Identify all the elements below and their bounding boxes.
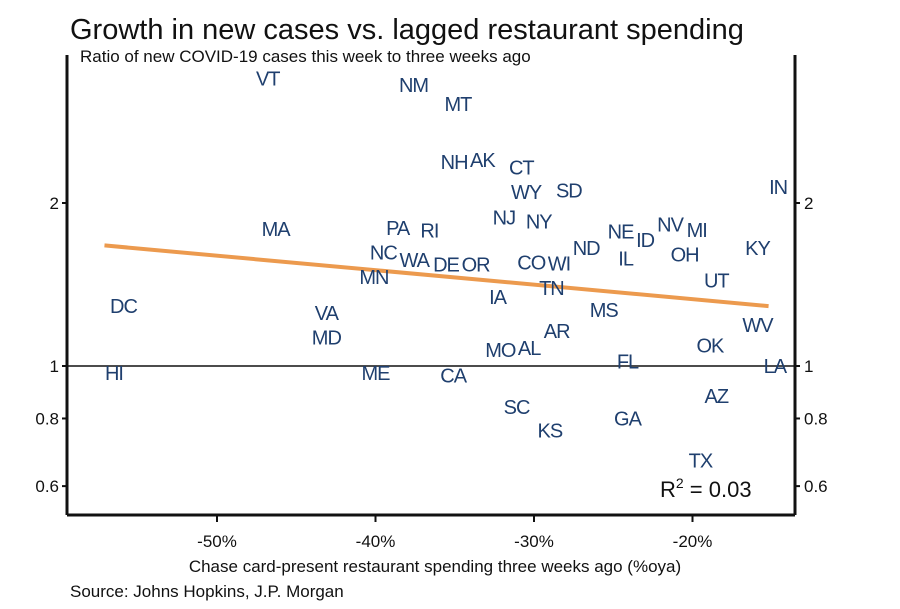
y-tick-label-left: 1 <box>50 357 59 376</box>
trend-line <box>104 243 769 309</box>
point-label-ca: CA <box>440 366 467 388</box>
point-label-or: OR <box>462 254 491 276</box>
point-label-ga: GA <box>614 408 643 430</box>
point-label-tn: TN <box>539 278 564 300</box>
point-label-wa: WA <box>399 250 430 272</box>
x-axis-label: Chase card-present restaurant spending t… <box>189 557 681 576</box>
point-label-al: AL <box>518 338 541 360</box>
y-tick-label-right: 0.8 <box>804 409 828 428</box>
y-tick-label-left: 0.6 <box>35 477 59 496</box>
x-tick-label: -30% <box>514 532 554 551</box>
point-label-sd: SD <box>556 180 582 202</box>
y-tick-label-left: 2 <box>50 194 59 213</box>
y-tick-label-right: 0.6 <box>804 477 828 496</box>
point-label-nj: NJ <box>493 208 515 230</box>
point-label-ut: UT <box>704 270 729 292</box>
point-label-in: IN <box>769 177 787 199</box>
y-tick-label-right: 2 <box>804 194 813 213</box>
point-label-oh: OH <box>671 245 699 267</box>
point-label-la: LA <box>764 356 788 378</box>
point-label-mo: MO <box>485 340 516 362</box>
point-label-id: ID <box>636 230 655 252</box>
r-sup: 2 <box>676 475 684 491</box>
point-label-mt: MT <box>444 94 472 116</box>
point-label-nv: NV <box>657 214 684 236</box>
chart-subtitle: Ratio of new COVID-19 cases this week to… <box>80 47 531 66</box>
point-label-dc: DC <box>110 296 137 318</box>
point-label-ri: RI <box>420 220 438 242</box>
y-tick-label-left: 0.8 <box>35 409 59 428</box>
r-squared-annotation: R2 = 0.03 <box>660 475 752 502</box>
point-label-az: AZ <box>704 386 728 408</box>
point-label-va: VA <box>315 303 340 325</box>
point-label-me: ME <box>362 363 391 385</box>
axes: -50% -40% -30% -20% 0.6 0.6 0.8 0.8 1 1 2 2 <box>35 55 828 551</box>
point-label-ct: CT <box>509 157 534 179</box>
source-note: Source: Johns Hopkins, J.P. Morgan <box>70 582 344 601</box>
r-label: R <box>660 477 676 502</box>
y-tick-label-right: 1 <box>804 357 813 376</box>
chart-title: Growth in new cases vs. lagged restauran… <box>70 14 744 46</box>
point-label-nc: NC <box>370 242 397 264</box>
point-label-vt: VT <box>256 69 280 91</box>
point-label-ia: IA <box>489 287 508 309</box>
point-label-ok: OK <box>696 336 725 358</box>
point-label-wy: WY <box>511 182 542 204</box>
point-label-ks: KS <box>538 421 563 443</box>
point-label-nh: NH <box>441 152 468 174</box>
point-label-sc: SC <box>504 397 530 419</box>
point-label-fl: FL <box>617 351 639 373</box>
point-label-mi: MI <box>687 220 707 242</box>
point-label-nm: NM <box>399 75 428 97</box>
x-tick-label: -20% <box>673 532 713 551</box>
x-tick-label: -50% <box>197 532 237 551</box>
point-label-de: DE <box>433 254 459 276</box>
point-label-wv: WV <box>742 315 774 337</box>
point-label-ak: AK <box>470 150 496 172</box>
point-label-ms: MS <box>590 300 619 322</box>
point-label-hi: HI <box>105 363 123 385</box>
r-value: = 0.03 <box>684 477 752 502</box>
point-label-ne: NE <box>608 222 634 244</box>
point-label-md: MD <box>312 327 342 349</box>
point-label-mn: MN <box>359 267 388 289</box>
point-label-pa: PA <box>386 218 411 240</box>
point-label-wi: WI <box>548 254 570 276</box>
point-label-tx: TX <box>689 451 713 473</box>
point-label-ar: AR <box>544 321 570 343</box>
point-label-ky: KY <box>745 238 770 260</box>
point-label-ma: MA <box>262 219 292 241</box>
point-label-nd: ND <box>573 238 600 260</box>
x-tick-label: -40% <box>356 532 396 551</box>
point-label-co: CO <box>517 253 545 275</box>
point-label-ny: NY <box>526 211 552 233</box>
point-label-il: IL <box>618 248 634 270</box>
